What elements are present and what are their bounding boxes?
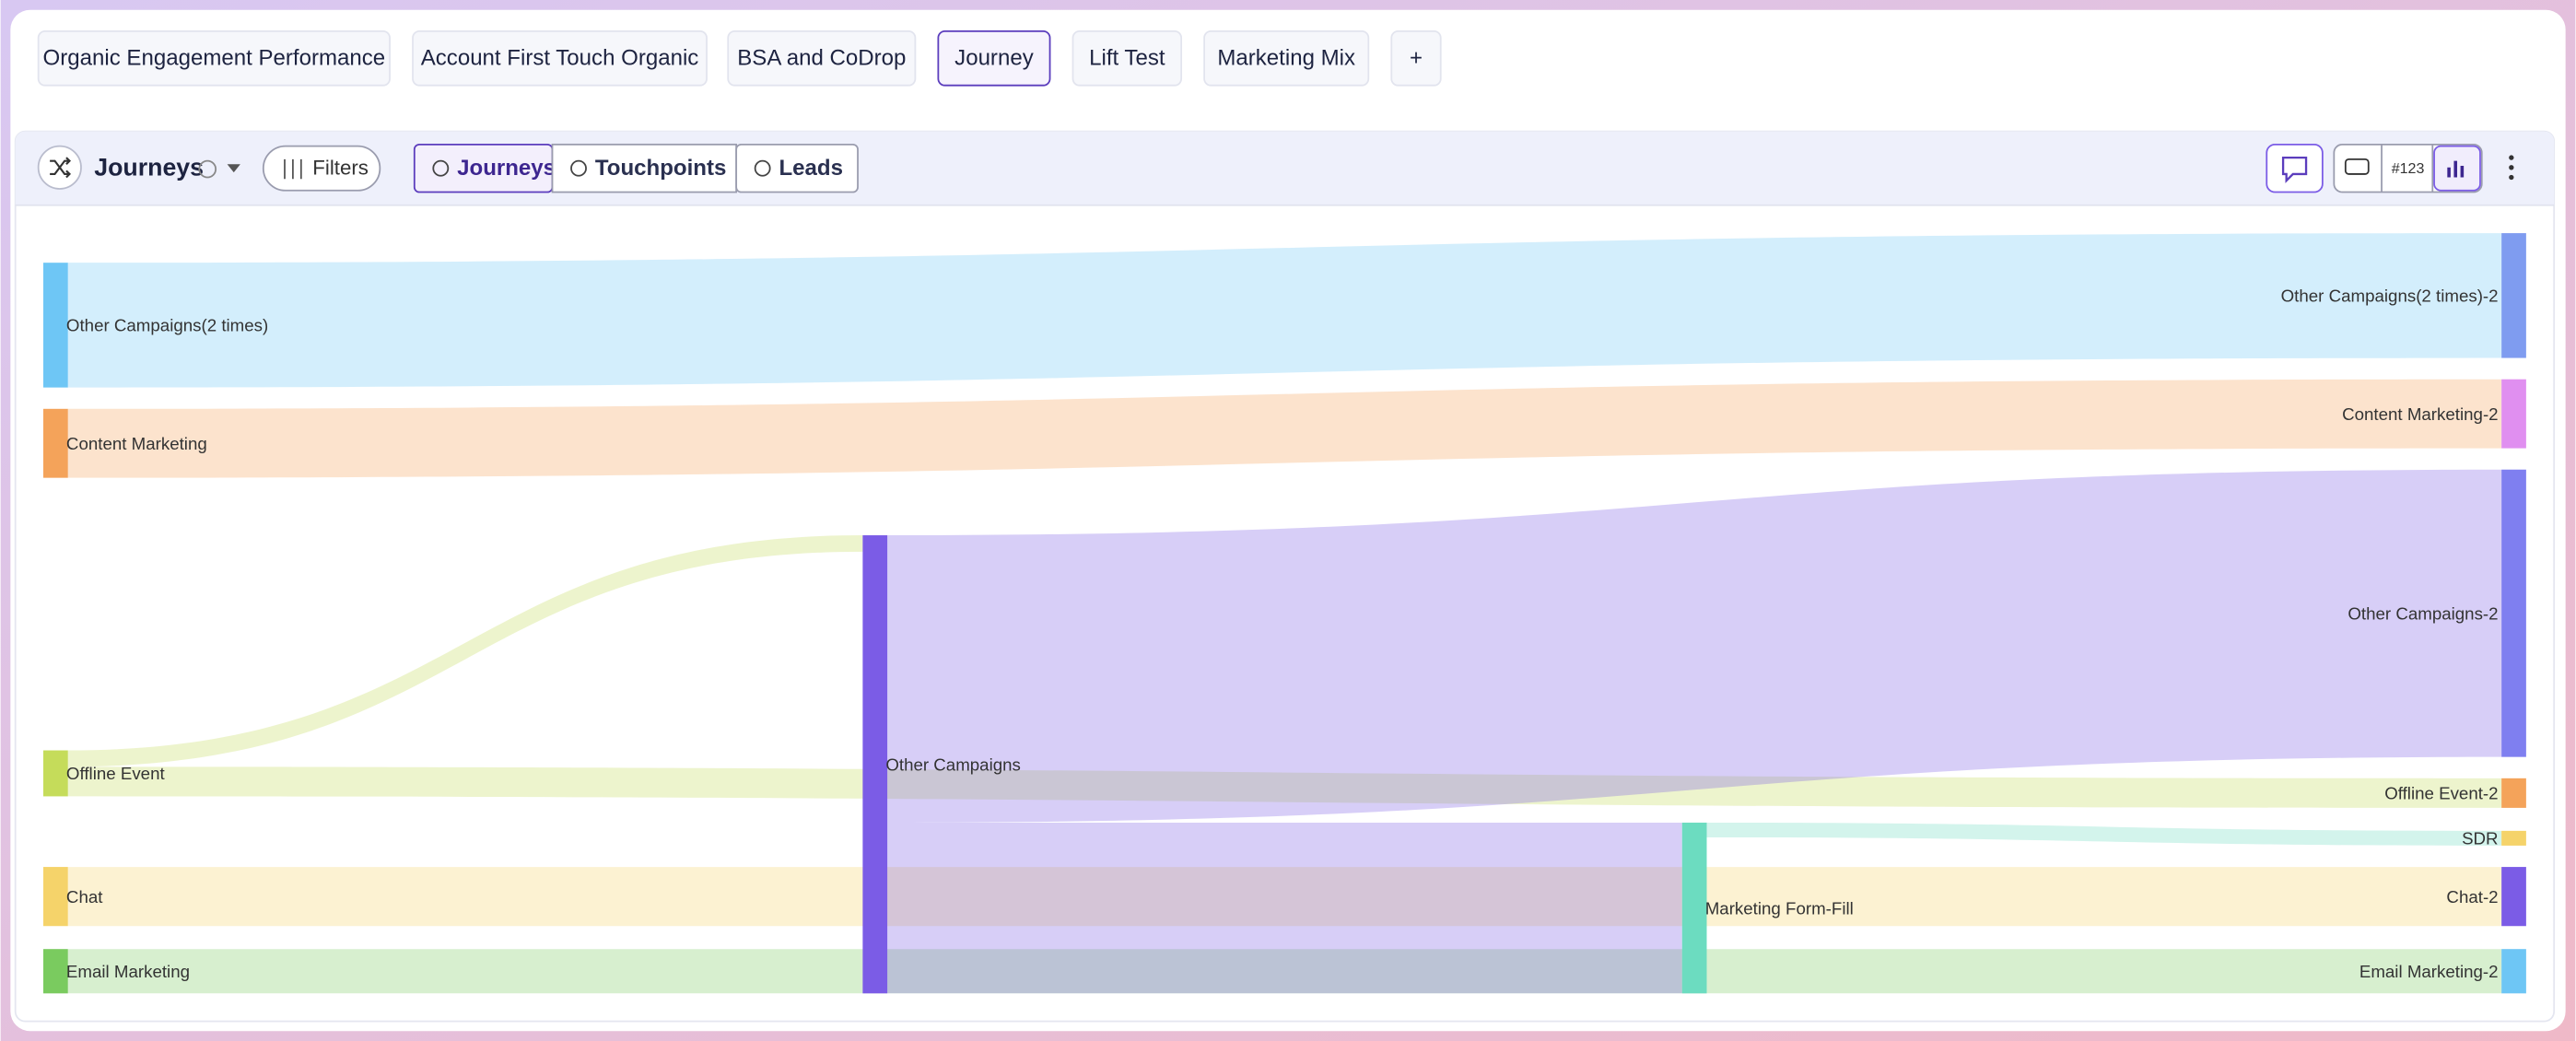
node-label: Offline Event — [66, 764, 166, 783]
panel-title: Journeys — [94, 154, 204, 181]
node — [42, 750, 68, 797]
node — [2501, 233, 2526, 358]
shuffle-glyph — [50, 157, 72, 179]
node-label: Chat — [66, 887, 103, 906]
node-label: Email Marketing — [66, 962, 190, 981]
flow — [67, 949, 2502, 994]
chat-glyph — [2281, 156, 2308, 183]
tab-label: Lift Test — [1089, 46, 1165, 71]
flow — [887, 822, 1682, 994]
tab[interactable] — [412, 29, 708, 87]
more-menu[interactable] — [2509, 155, 2514, 181]
node-label: Marketing Form-Fill — [1705, 898, 1854, 918]
tab[interactable] — [1203, 29, 1370, 87]
add-tab-label: + — [1410, 46, 1423, 71]
node — [42, 867, 68, 927]
tab-bar: Organic Engagement Performance Account Fi… — [37, 29, 1442, 87]
node-label: Chat-2 — [2446, 887, 2498, 906]
tab-label: Marketing Mix — [1217, 46, 1355, 71]
node — [2501, 379, 2526, 449]
flow — [67, 535, 863, 767]
view-icon — [570, 159, 587, 177]
node — [42, 408, 68, 478]
node — [2501, 949, 2526, 994]
node-label: Email Marketing-2 — [2359, 962, 2499, 981]
view-icon — [754, 159, 771, 177]
tab-label: Account First Touch Organic — [421, 46, 699, 71]
count-badge[interactable]: #123 — [2392, 160, 2425, 177]
view-label: Leads — [779, 156, 843, 181]
dropdown-caret[interactable] — [227, 164, 240, 173]
flow — [67, 233, 2502, 388]
flow — [67, 379, 2502, 478]
tab[interactable] — [1071, 29, 1183, 87]
node — [862, 535, 888, 994]
node-label: Other Campaigns(2 times)-2 — [2281, 287, 2499, 306]
flow — [67, 867, 2502, 927]
node-label: Content Marketing — [66, 434, 207, 453]
info-icon[interactable] — [198, 159, 217, 179]
chart-glyph — [2447, 160, 2465, 178]
node — [42, 263, 68, 388]
tab[interactable] — [937, 29, 1051, 87]
view-switch: Journeys Touchpoints Leads — [413, 143, 859, 193]
flow — [67, 766, 2502, 808]
node — [2501, 778, 2526, 808]
filters-label: Filters — [312, 156, 369, 179]
node-label: Offline Event-2 — [2384, 784, 2498, 803]
tab-label: Organic Engagement Performance — [43, 46, 386, 71]
node-label: SDR — [2462, 829, 2499, 848]
filters-glyph — [284, 158, 302, 180]
node — [2501, 830, 2526, 846]
node — [42, 949, 68, 994]
node-label: Other Campaigns — [885, 754, 1021, 774]
flow — [1706, 822, 2502, 846]
node-label: Other Campaigns(2 times) — [66, 316, 268, 335]
node — [2501, 469, 2526, 757]
view-tab[interactable] — [551, 143, 738, 193]
view-icon — [432, 159, 450, 177]
node — [1681, 822, 1707, 994]
node-label: Content Marketing-2 — [2342, 404, 2498, 424]
table-glyph[interactable] — [2344, 158, 2370, 175]
tab[interactable] — [37, 29, 391, 87]
add-tab-button[interactable] — [1390, 29, 1442, 87]
sankey-chart: Other Campaigns(2 times) Content Marketin… — [42, 233, 2526, 994]
node-label: Other Campaigns-2 — [2348, 603, 2498, 623]
node — [2501, 867, 2526, 927]
view-label: Touchpoints — [595, 156, 726, 181]
filters-button[interactable] — [262, 145, 381, 192]
view-tab[interactable] — [735, 143, 859, 193]
panel-header — [15, 131, 2555, 205]
flow — [887, 469, 2502, 823]
tab[interactable] — [727, 29, 917, 87]
tab-label: BSA and CoDrop — [737, 46, 906, 71]
chat-button[interactable] — [2266, 143, 2324, 193]
view-label: Journeys — [457, 156, 556, 181]
tab-label: Journey — [954, 46, 1034, 71]
